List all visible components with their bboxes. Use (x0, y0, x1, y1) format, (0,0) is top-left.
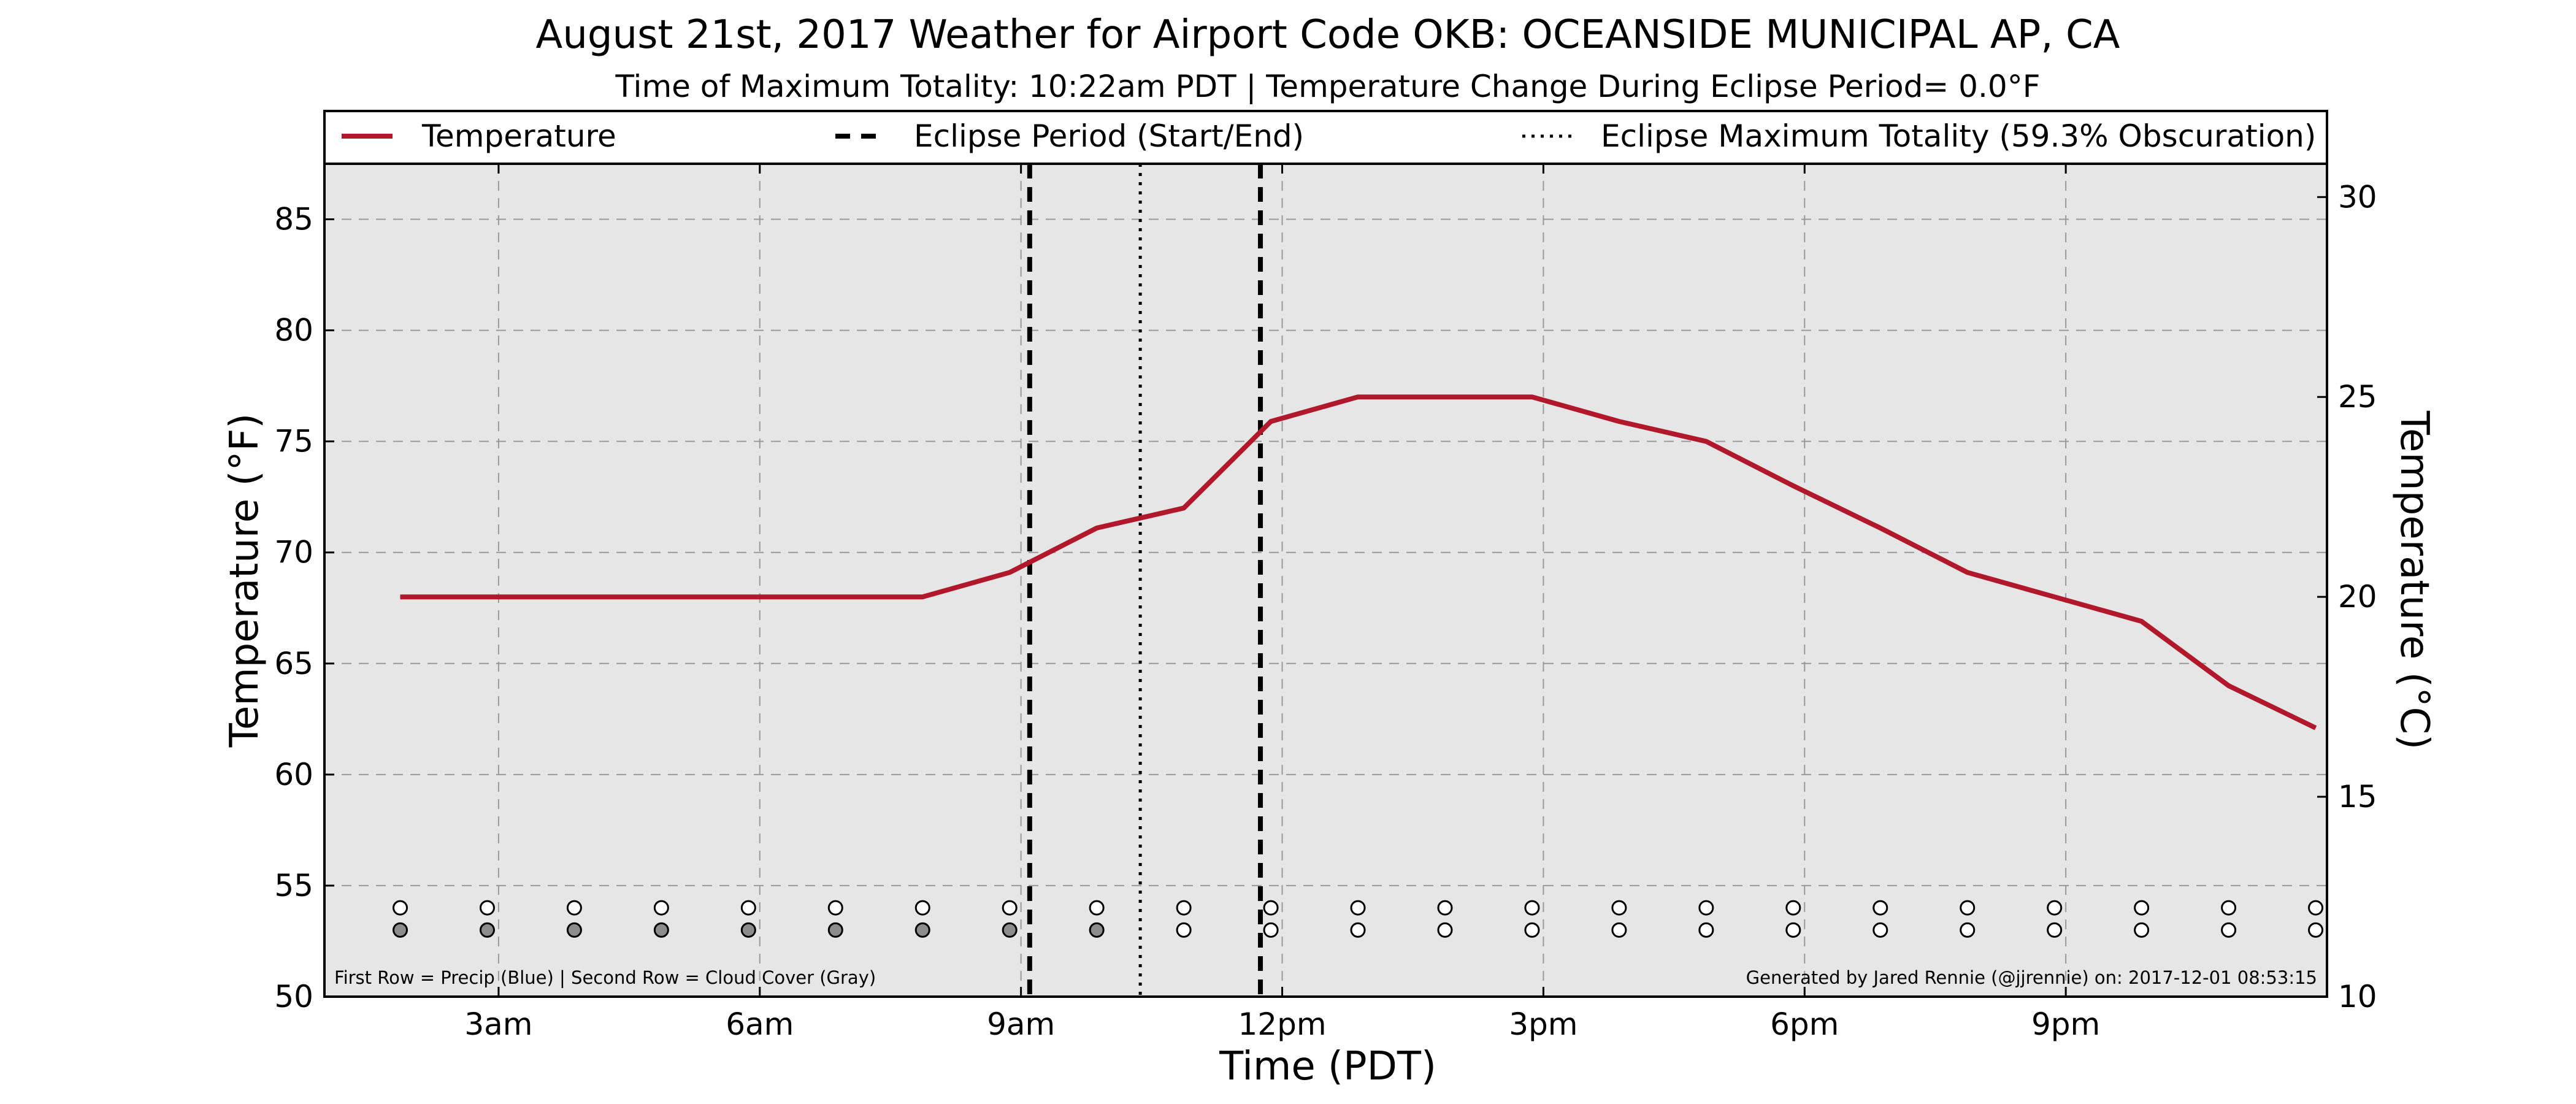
cloud-cover-marker (393, 922, 408, 938)
y-tick-label-right: 30 (2338, 179, 2377, 215)
x-axis-label: Time (PDT) (1219, 1044, 1436, 1089)
precip-marker (827, 900, 843, 916)
precip-marker (1960, 900, 1976, 916)
cloud-cover-marker (1960, 922, 1976, 938)
x-tick-label: 12pm (1238, 1006, 1326, 1042)
precip-marker (1611, 900, 1627, 916)
grid-lines (324, 164, 2327, 997)
cloud-cover-marker (1089, 922, 1105, 938)
precip-marker (1873, 900, 1888, 916)
cloud-cover-marker (1176, 922, 1192, 938)
legend-label-eclipse-max: Eclipse Maximum Totality (59.3% Obscurat… (1601, 118, 2316, 154)
y-axis-label-right: Temperature (°C) (2391, 410, 2437, 749)
y-tick-label-left: 50 (274, 979, 313, 1014)
y-tick-label-left: 80 (274, 313, 313, 348)
cloud-cover-marker (1873, 922, 1888, 938)
precip-marker (2134, 900, 2150, 916)
footnote-left: First Row = Precip (Blue) | Second Row =… (334, 967, 876, 988)
precip-marker (653, 900, 669, 916)
cloud-cover-marker (2134, 922, 2150, 938)
precip-marker (1698, 900, 1714, 916)
cloud-cover-marker (1524, 922, 1540, 938)
x-axis: 3am 6am 9am 12pm 3pm 6pm 9pm (464, 164, 2100, 1042)
legend-label-eclipse-period: Eclipse Period (Start/End) (914, 118, 1304, 154)
precip-marker (1089, 900, 1105, 916)
precip-marker (393, 900, 408, 916)
x-tick-label: 9am (987, 1006, 1055, 1042)
precip-marker (1437, 900, 1453, 916)
cloud-cover-marker (2308, 922, 2324, 938)
cloud-cover-marker (914, 922, 930, 938)
cloud-cover-marker (1002, 922, 1018, 938)
y-axis-left: 50 55 60 65 70 75 80 85 (274, 202, 334, 1014)
precip-marker (740, 900, 756, 916)
y-tick-label-right: 25 (2338, 379, 2377, 415)
x-tick-label: 3pm (1509, 1006, 1577, 1042)
y-tick-label-right: 15 (2338, 779, 2377, 815)
precip-marker (1785, 900, 1801, 916)
y-tick-label-left: 75 (274, 424, 313, 459)
precip-marker (479, 900, 495, 916)
y-tick-label-left: 70 (274, 535, 313, 570)
precip-marker (1176, 900, 1192, 916)
legend: Temperature Eclipse Period (Start/End) E… (323, 110, 2328, 165)
legend-box (323, 110, 2328, 165)
cloud-cover-marker (1785, 922, 1801, 938)
cloud-cover-marker (2221, 922, 2237, 938)
cloud-cover-marker (566, 922, 582, 938)
y-axis-label-left: Temperature (°F) (222, 413, 267, 748)
legend-label-temperature: Temperature (421, 118, 616, 154)
cloud-cover-marker (479, 922, 495, 938)
cloud-cover-marker (653, 922, 669, 938)
precip-marker (1263, 900, 1279, 916)
cloud-cover-marker (740, 922, 756, 938)
y-tick-label-left: 65 (274, 646, 313, 681)
y-tick-label-left: 60 (274, 757, 313, 792)
cloud-cover-marker (1698, 922, 1714, 938)
indicator-rows (393, 900, 2324, 938)
chart-title: August 21st, 2017 Weather for Airport Co… (536, 12, 2120, 58)
cloud-cover-marker (1611, 922, 1627, 938)
precip-marker (1524, 900, 1540, 916)
footnote-right: Generated by Jared Rennie (@jjrennie) on… (1746, 967, 2317, 988)
precip-marker (1350, 900, 1366, 916)
cloud-cover-marker (1263, 922, 1279, 938)
x-tick-label: 6am (726, 1006, 794, 1042)
precip-marker (1002, 900, 1018, 916)
temperature-point (1967, 572, 1968, 573)
precip-marker (914, 900, 930, 916)
series-layer (400, 394, 2317, 730)
chart-subtitle: Time of Maximum Totality: 10:22am PDT | … (615, 69, 2041, 104)
y-tick-label-left: 55 (274, 868, 313, 903)
cloud-cover-marker (2047, 922, 2063, 938)
y-tick-label-left: 85 (274, 202, 313, 237)
cloud-cover-marker (1437, 922, 1453, 938)
x-tick-label: 6pm (1770, 1006, 1839, 1042)
plot-area (324, 164, 2327, 997)
x-tick-label: 9pm (2031, 1006, 2100, 1042)
cloud-cover-marker (827, 922, 843, 938)
x-tick-label: 3am (464, 1006, 532, 1042)
eclipse-lines (1027, 164, 1263, 997)
precip-marker (2047, 900, 2063, 916)
y-tick-label-right: 10 (2338, 979, 2377, 1014)
y-tick-label-right: 20 (2338, 579, 2377, 615)
precip-marker (2308, 900, 2324, 916)
cloud-cover-marker (1350, 922, 1366, 938)
temperature-point (2315, 727, 2317, 729)
precip-marker (566, 900, 582, 916)
precip-marker (2221, 900, 2237, 916)
y-axis-right: 10 15 20 25 30 (2317, 179, 2377, 1014)
